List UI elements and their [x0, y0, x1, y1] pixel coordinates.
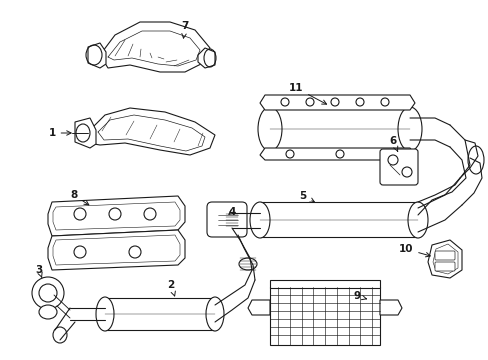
Text: 5: 5 — [299, 191, 314, 202]
Polygon shape — [260, 95, 414, 110]
Text: 4: 4 — [228, 207, 235, 217]
Ellipse shape — [249, 202, 269, 238]
Text: 2: 2 — [167, 280, 175, 296]
FancyBboxPatch shape — [434, 251, 454, 260]
Polygon shape — [48, 230, 184, 270]
Text: 11: 11 — [288, 83, 326, 104]
Text: 1: 1 — [48, 128, 71, 138]
Polygon shape — [432, 244, 457, 274]
Polygon shape — [260, 148, 414, 160]
Ellipse shape — [467, 146, 483, 174]
Polygon shape — [269, 280, 379, 288]
Text: 7: 7 — [181, 21, 188, 38]
Text: 6: 6 — [388, 136, 397, 152]
FancyBboxPatch shape — [434, 262, 454, 271]
Bar — [260, 202, 417, 237]
Ellipse shape — [258, 107, 282, 151]
Bar — [105, 298, 215, 330]
Polygon shape — [88, 43, 106, 68]
Polygon shape — [100, 22, 209, 72]
FancyBboxPatch shape — [379, 149, 417, 185]
Polygon shape — [75, 118, 96, 148]
Text: 8: 8 — [70, 190, 89, 205]
Polygon shape — [379, 300, 401, 315]
Ellipse shape — [53, 327, 67, 343]
Ellipse shape — [205, 297, 224, 331]
FancyBboxPatch shape — [206, 202, 246, 237]
Ellipse shape — [39, 305, 57, 319]
Ellipse shape — [407, 202, 427, 238]
Ellipse shape — [224, 211, 240, 229]
Polygon shape — [53, 235, 180, 265]
Text: 9: 9 — [353, 291, 366, 301]
Bar — [269, 108, 409, 150]
Polygon shape — [53, 202, 180, 230]
Polygon shape — [198, 48, 215, 68]
Ellipse shape — [32, 277, 64, 309]
Polygon shape — [88, 108, 215, 155]
Polygon shape — [427, 240, 461, 278]
Polygon shape — [247, 300, 269, 315]
Ellipse shape — [96, 297, 114, 331]
Bar — [269, 287, 379, 345]
Polygon shape — [48, 196, 184, 236]
Ellipse shape — [397, 107, 421, 151]
Text: 3: 3 — [35, 265, 42, 278]
Text: 10: 10 — [398, 244, 429, 257]
